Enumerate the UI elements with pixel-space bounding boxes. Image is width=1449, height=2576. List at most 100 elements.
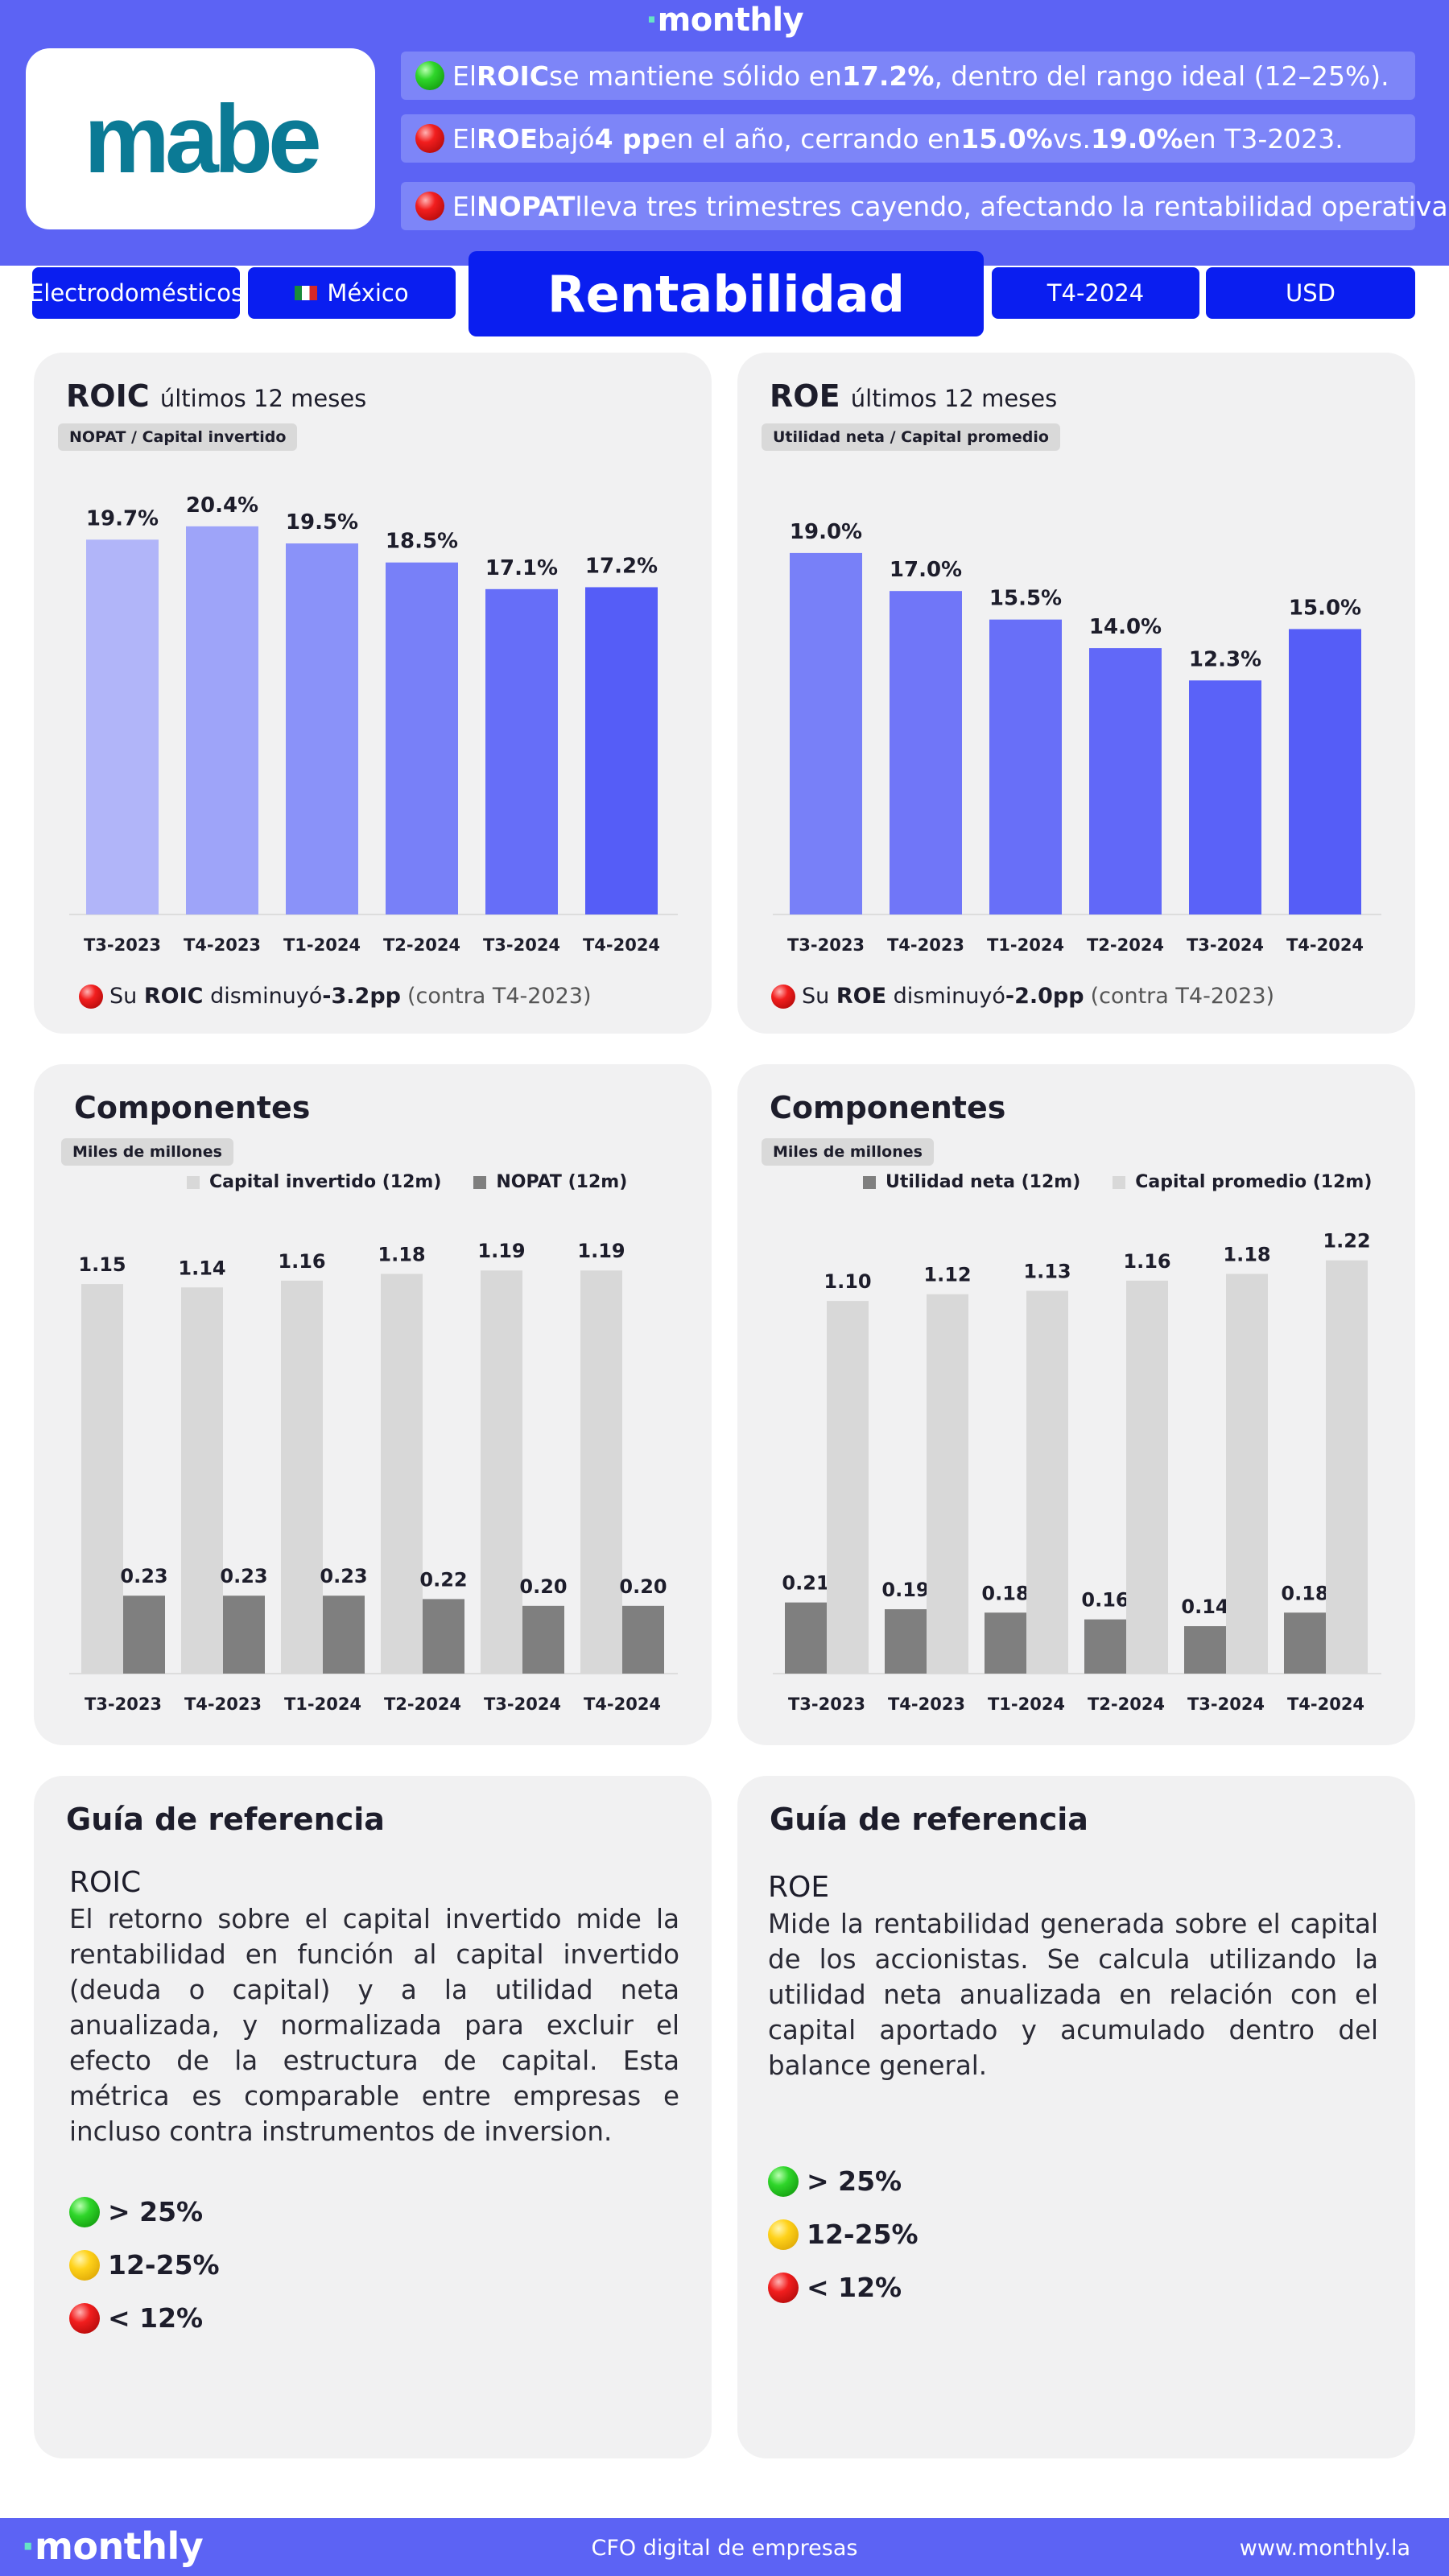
data-label: 0.20 — [619, 1575, 667, 1598]
scale-item-high: > 25% — [768, 2165, 902, 2197]
bar — [186, 526, 258, 914]
bar — [827, 1301, 869, 1674]
company-logo-box: mabe — [26, 48, 375, 229]
bar — [423, 1599, 464, 1674]
footer: ·monthly CFO digital de empresas www.mon… — [0, 2518, 1449, 2576]
footer-url-link[interactable]: www.monthly.la — [1239, 2536, 1410, 2561]
red-light-icon — [771, 984, 795, 1009]
yellow-light-icon — [768, 2219, 799, 2250]
x-tick-label: T3-2024 — [483, 935, 560, 955]
legend-item: Capital promedio (12m) — [1113, 1172, 1372, 1192]
components-right-legend: Utilidad neta (12m) Capital promedio (12… — [863, 1172, 1372, 1192]
x-tick-label: T4-2024 — [1286, 935, 1364, 955]
bar — [86, 539, 159, 914]
bar — [1184, 1626, 1226, 1674]
period-pill[interactable]: T4-2024 — [992, 267, 1199, 319]
bar — [580, 1270, 622, 1674]
bar — [386, 562, 458, 914]
x-tick-label: T3-2024 — [1187, 935, 1264, 955]
data-label: 0.18 — [1281, 1582, 1328, 1604]
components-left-unit-tag: Miles de millones — [61, 1138, 233, 1166]
data-label: 0.16 — [1081, 1589, 1129, 1612]
bar — [890, 591, 962, 914]
country-pill[interactable]: México — [248, 267, 456, 319]
green-light-icon — [415, 61, 444, 90]
bar — [1289, 629, 1361, 914]
data-label: 19.0% — [790, 520, 862, 544]
bar — [1226, 1274, 1268, 1674]
data-label: 17.0% — [890, 558, 962, 582]
data-label: 15.5% — [989, 587, 1062, 611]
bar — [1189, 680, 1261, 914]
guide-right-metric: ROE — [768, 1871, 830, 1904]
data-label: 0.23 — [220, 1565, 267, 1587]
x-tick-label: T2-2024 — [1088, 1695, 1165, 1714]
legend-swatch — [187, 1175, 200, 1189]
roe-panel: ROE últimos 12 meses Utilidad neta / Cap… — [737, 353, 1415, 1034]
page-title: Rentabilidad — [469, 251, 984, 336]
bar — [989, 619, 1062, 914]
roe-formula-tag: Utilidad neta / Capital promedio — [762, 423, 1060, 451]
sector-pill[interactable]: Electrodomésticos — [29, 267, 243, 319]
guide-right-description: Mide la rentabilidad generada sobre el c… — [768, 1909, 1378, 2081]
data-label: 0.21 — [782, 1572, 829, 1595]
x-tick-label: T4-2023 — [888, 1695, 965, 1714]
data-label: 0.20 — [519, 1575, 567, 1598]
roe-bar-chart: 19.0% T3-2023 17.0% T4-2023 15.5% T1-2024 14.0… — [773, 520, 1381, 955]
components-right-panel: Componentes Miles de millones Utilidad n… — [737, 1064, 1415, 1745]
x-tick-label: T3-2023 — [84, 935, 161, 955]
roic-panel: ROIC últimos 12 meses NOPAT / Capital in… — [34, 353, 712, 1034]
legend-swatch — [1113, 1175, 1126, 1189]
insight-roe: El ROE bajó 4 pp en el año, cerrando en … — [401, 114, 1415, 163]
data-label: 15.0% — [1289, 596, 1361, 620]
x-tick-label: T3-2023 — [787, 935, 865, 955]
x-tick-label: T4-2024 — [584, 1695, 661, 1714]
data-label: 20.4% — [186, 493, 258, 518]
legend-item: NOPAT (12m) — [473, 1172, 627, 1192]
company-logo: mabe — [84, 85, 321, 193]
green-light-icon — [69, 2196, 100, 2227]
bar — [286, 543, 358, 914]
bar — [381, 1274, 423, 1674]
data-label: 12.3% — [1189, 647, 1261, 671]
bar — [281, 1280, 323, 1674]
guide-left-metric: ROIC — [69, 1866, 142, 1899]
bar — [522, 1605, 564, 1674]
data-label: 1.14 — [178, 1257, 225, 1279]
data-label: 0.19 — [881, 1579, 929, 1601]
insight-nopat: El NOPAT lleva tres trimestres cayendo, … — [401, 182, 1449, 230]
x-tick-label: T3-2024 — [1187, 1695, 1265, 1714]
legend-swatch — [473, 1175, 487, 1189]
red-light-icon — [79, 984, 103, 1009]
roic-summary: Su ROIC disminuyó -3.2pp (contra T4-2023) — [79, 984, 592, 1009]
bar — [927, 1294, 968, 1674]
data-label: 17.1% — [485, 556, 558, 580]
bar — [81, 1284, 123, 1674]
data-label: 19.7% — [86, 506, 159, 530]
guide-right-panel: Guía de referencia ROE Mide la rentabili… — [737, 1776, 1415, 2458]
scale-item-mid: 12-25% — [768, 2219, 919, 2250]
components-right-unit-tag: Miles de millones — [762, 1138, 934, 1166]
components-left-title: Componentes — [74, 1090, 311, 1125]
guide-left-title: Guía de referencia — [66, 1802, 385, 1837]
x-tick-label: T1-2024 — [987, 935, 1064, 955]
bar — [323, 1596, 365, 1674]
header: ·monthly mabe El ROIC se mantiene sólido… — [0, 0, 1449, 266]
x-tick-label: T3-2023 — [85, 1695, 162, 1714]
guide-left-description: El retorno sobre el capital invertido mi… — [69, 1904, 679, 2147]
x-tick-label: T4-2023 — [887, 935, 964, 955]
bar — [622, 1605, 664, 1674]
bar — [785, 1602, 827, 1674]
scale-item-high: > 25% — [69, 2196, 203, 2227]
data-label: 1.19 — [577, 1240, 625, 1262]
bar — [790, 552, 862, 914]
data-label: 1.15 — [78, 1253, 126, 1276]
currency-pill[interactable]: USD — [1206, 267, 1415, 319]
bar — [1026, 1290, 1068, 1674]
data-label: 1.22 — [1323, 1230, 1370, 1253]
x-tick-label: T4-2024 — [1287, 1695, 1364, 1714]
yellow-light-icon — [69, 2249, 100, 2281]
guide-left-panel: Guía de referencia ROIC El retorno sobre… — [34, 1776, 712, 2458]
components-left-chart: 1.15 0.23 T3-2023 1.14 0.23 T4-2023 1.16 0.23 T1… — [69, 1240, 678, 1714]
data-label: 14.0% — [1089, 615, 1162, 639]
